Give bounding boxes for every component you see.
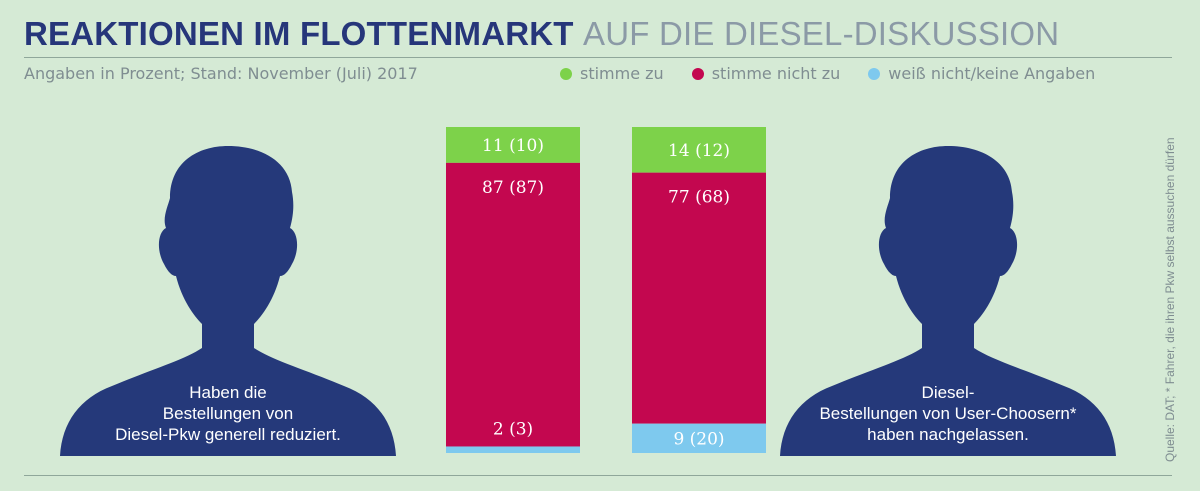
caption-right-line-2: Bestellungen von User-Choosern* xyxy=(819,404,1077,423)
caption-left-line-2: Bestellungen von xyxy=(162,404,294,423)
top-divider xyxy=(24,57,1172,58)
person-silhouette-icon-right xyxy=(780,146,1116,456)
bar-2-disagree-label: 77 (68) xyxy=(668,188,730,208)
bottom-divider xyxy=(24,475,1172,476)
legend-dot-unknown xyxy=(868,67,881,80)
bar-2-agree xyxy=(632,127,766,173)
bar-2-unknown xyxy=(632,423,766,453)
chart-title-rest: AUF DIE DIESEL-DISKUSSION xyxy=(583,15,1060,52)
bar-1-disagree-label: 87 (87) xyxy=(482,178,544,198)
bar-2-disagree xyxy=(632,172,766,424)
legend-item-unknown: weiß nicht/keine Angaben xyxy=(868,64,1095,83)
caption-right: Diesel- Bestellungen von User-Choosern* … xyxy=(778,382,1118,445)
chart-title: REAKTIONEN IM FLOTTENMARKT AUF DIE DIESE… xyxy=(24,14,1059,54)
legend-item-disagree: stimme nicht zu xyxy=(691,64,841,83)
caption-left: Haben die Bestellungen von Diesel-Pkw ge… xyxy=(58,382,398,445)
source-note: Quelle: DAT; * Fahrer, die ihren Pkw sel… xyxy=(1163,137,1177,462)
bar-1-unknown xyxy=(446,446,580,453)
bar-2-unknown-label: 9 (20) xyxy=(673,429,724,449)
caption-left-line-3: Diesel-Pkw generell reduziert. xyxy=(115,425,341,444)
caption-right-line-1: Diesel- xyxy=(921,383,975,402)
person-silhouette-icon-left xyxy=(60,146,396,456)
bar-1-agree-label: 11 (10) xyxy=(482,136,544,156)
bar-1-unknown-label: 2 (3) xyxy=(493,419,533,439)
legend-label-disagree: stimme nicht zu xyxy=(711,64,841,83)
legend-item-agree: stimme zu xyxy=(560,64,664,83)
legend-dot-disagree xyxy=(691,67,704,80)
caption-left-line-1: Haben die xyxy=(189,383,267,402)
bar-1-agree xyxy=(446,127,580,163)
bar-1-disagree xyxy=(446,162,580,447)
chart-subtitle: Angaben in Prozent; Stand: November (Jul… xyxy=(24,64,418,83)
legend-label-unknown: weiß nicht/keine Angaben xyxy=(888,64,1096,83)
bar-2-agree-label: 14 (12) xyxy=(668,141,730,161)
caption-right-line-3: haben nachgelassen. xyxy=(867,425,1029,444)
legend-label-agree: stimme zu xyxy=(580,64,664,83)
chart-title-main: REAKTIONEN IM FLOTTENMARKT xyxy=(24,15,574,52)
legend: stimme zu stimme nicht zu weiß nicht/kei… xyxy=(560,64,1095,83)
legend-dot-agree xyxy=(560,67,572,80)
